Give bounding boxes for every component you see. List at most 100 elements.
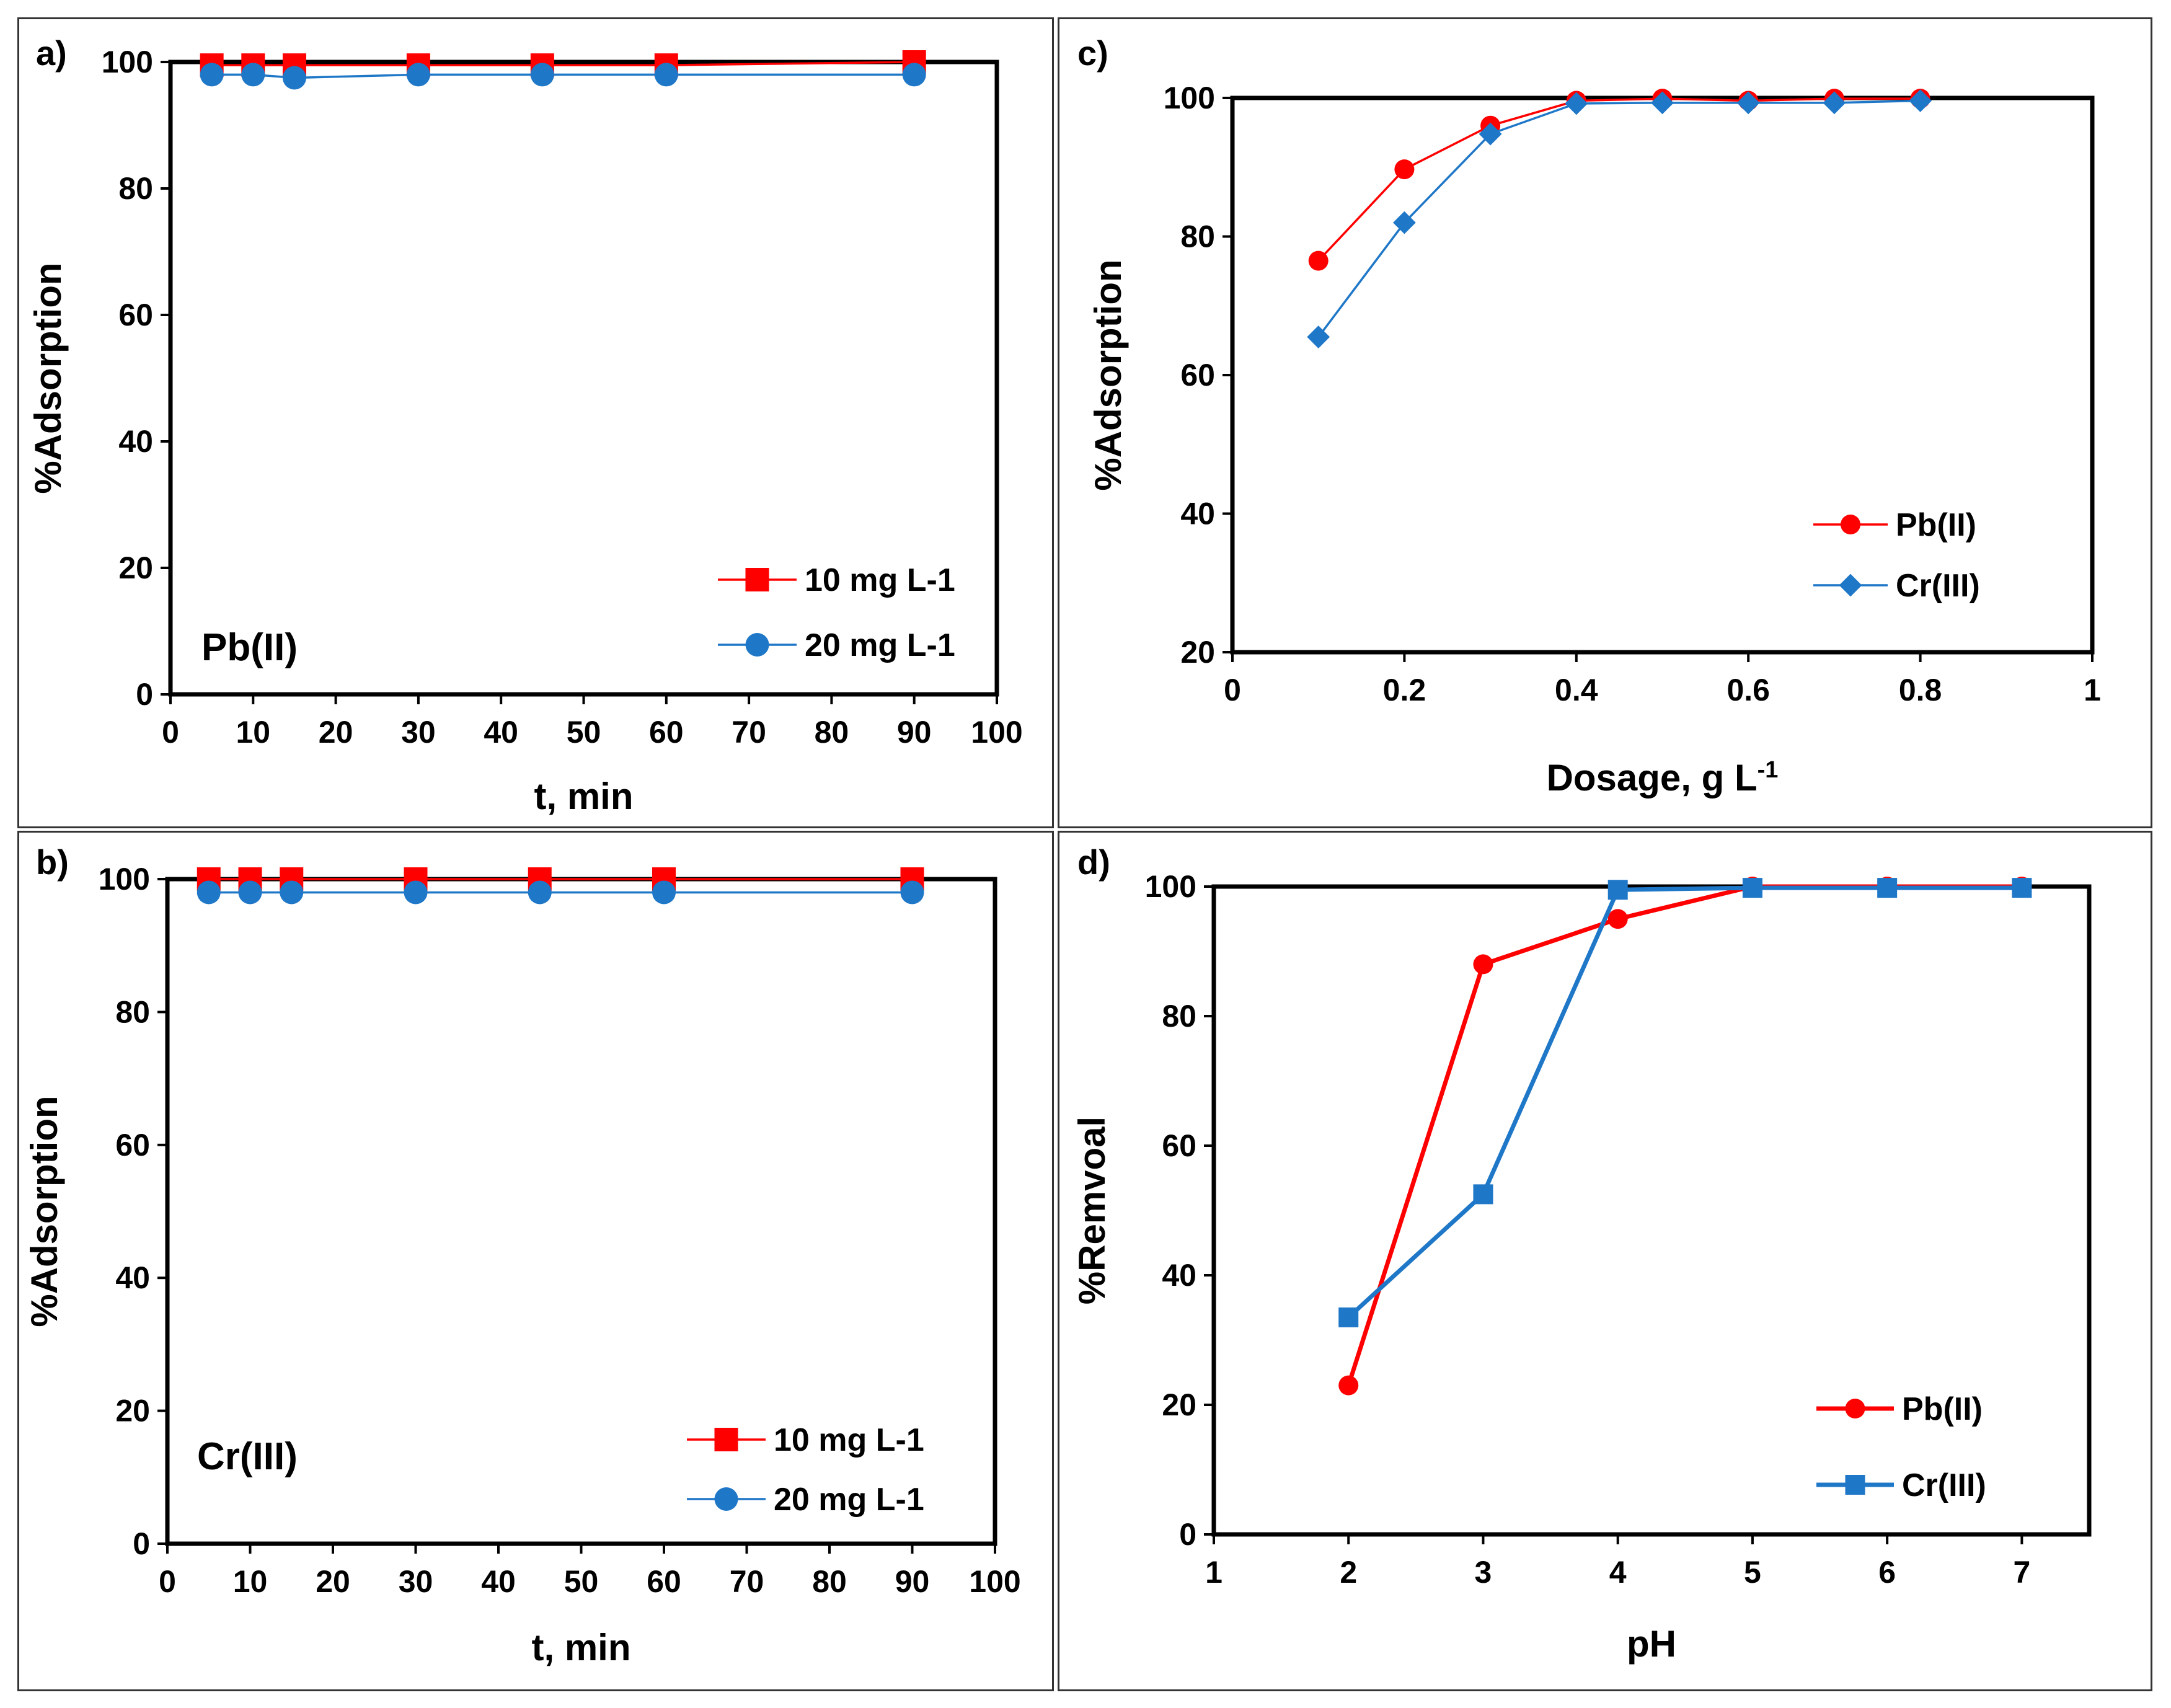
data-point	[1607, 880, 1628, 900]
data-point	[280, 880, 304, 905]
plot-area	[168, 60, 999, 697]
x-tick-label: 100	[969, 1564, 1020, 1599]
x-tick-label: 50	[567, 715, 601, 750]
x-tick-label: 90	[897, 715, 932, 750]
y-axis-label: %Adsorption	[27, 262, 69, 493]
series-line-2	[1346, 885, 2022, 1319]
data-point	[1877, 878, 1898, 898]
data-point	[2012, 878, 2032, 898]
legend-marker	[745, 633, 769, 657]
x-tick-label: 0.8	[1899, 673, 1942, 707]
data-point	[528, 880, 552, 905]
x-tick-label: 0	[1224, 673, 1241, 707]
x-tick-label: 70	[732, 715, 766, 750]
x-tick-label: 10	[236, 715, 270, 750]
y-tick-label: 100	[99, 862, 150, 896]
data-point	[1394, 159, 1415, 180]
panel-label: b)	[36, 843, 69, 882]
legend-marker	[714, 1487, 738, 1511]
x-tick-label: 6	[1878, 1555, 1896, 1590]
x-tick-label: 40	[484, 715, 518, 750]
y-tick-label: 20	[115, 1394, 150, 1428]
data-point	[1473, 1184, 1493, 1205]
legend-marker	[714, 1428, 738, 1451]
y-tick-label: 20	[1162, 1387, 1196, 1422]
data-point	[1736, 91, 1760, 115]
y-tick-label: 80	[1162, 999, 1196, 1033]
y-tick-label: 40	[1180, 497, 1215, 531]
data-point	[1823, 91, 1846, 115]
legend-entry: 20 mg L-1	[774, 1482, 924, 1518]
y-tick-label: 40	[1162, 1258, 1196, 1293]
legend-entry: Cr(III)	[1902, 1467, 1986, 1503]
y-tick-label: 20	[118, 551, 153, 585]
x-tick-label: 30	[401, 715, 436, 750]
legend-marker	[1845, 1475, 1865, 1495]
y-tick-label: 40	[115, 1260, 150, 1295]
legend-marker	[745, 568, 769, 591]
plot-annotation: Cr(III)	[197, 1435, 298, 1478]
x-tick-label: 60	[647, 1564, 681, 1599]
data-point	[530, 63, 554, 87]
y-tick-label: 60	[1162, 1128, 1196, 1163]
panel-c-frame	[1058, 17, 2152, 828]
x-tick-label: 40	[481, 1564, 516, 1599]
data-point	[1651, 91, 1674, 115]
x-tick-label: 0	[159, 1564, 176, 1599]
plot-annotation: Pb(II)	[201, 626, 298, 669]
panel-d-frame	[1058, 831, 2152, 1691]
data-point	[1607, 909, 1628, 929]
data-point	[406, 63, 430, 87]
y-tick-label: 80	[118, 171, 153, 206]
data-point	[902, 63, 926, 87]
x-tick-label: 10	[233, 1564, 268, 1599]
legend-entry: 10 mg L-1	[805, 562, 955, 598]
series-line-1	[1346, 884, 2022, 1386]
data-point	[900, 880, 924, 905]
x-axis-label: pH	[1627, 1623, 1676, 1665]
data-point	[1307, 325, 1330, 348]
legend-marker	[1845, 1399, 1865, 1418]
y-tick-label: 0	[1179, 1517, 1196, 1552]
x-tick-label: 20	[316, 1564, 350, 1599]
chart-c: 20 40 60 80 100 0 0.2 0.4 0.6 0.8 1 Pb(II) Cr(III) c)…	[1077, 33, 2101, 799]
y-tick-label: 100	[102, 45, 153, 79]
data-point	[282, 66, 306, 90]
x-axis-label: t, min	[534, 776, 634, 817]
panel-label: c)	[1077, 33, 1108, 73]
plot-area	[1211, 884, 2092, 1537]
data-point	[1473, 954, 1493, 975]
series-line-2	[1317, 99, 1921, 338]
x-tick-label: 1	[1205, 1555, 1223, 1590]
y-tick-label: 100	[1145, 869, 1196, 904]
data-point	[1565, 92, 1588, 115]
x-tick-label: 7	[2013, 1555, 2030, 1590]
y-tick-label: 0	[133, 1526, 150, 1561]
y-tick-label: 80	[115, 994, 150, 1029]
x-tick-label: 100	[971, 715, 1022, 750]
data-point	[238, 880, 262, 905]
y-tick-label: 0	[136, 677, 153, 712]
legend-entry: Cr(III)	[1896, 568, 1980, 604]
data-point	[1909, 89, 1932, 112]
panel-b-frame	[17, 831, 1054, 1691]
chart-a: 0 20 40 60 80 100 0 10 20 30 40 50 60 70 80 90 100 10 mg …	[27, 33, 1023, 817]
data-point	[200, 63, 224, 87]
legend-marker	[1839, 573, 1862, 597]
data-point	[1338, 1307, 1359, 1327]
chart-d: 0 20 40 60 80 100 1 2 3 4 5 6 7 Pb(II) Cr(III) d) %Remvo…	[1071, 843, 2092, 1665]
x-tick-label: 90	[895, 1564, 930, 1599]
data-point	[654, 63, 678, 87]
data-point	[241, 63, 265, 87]
x-tick-label: 0.6	[1727, 673, 1770, 707]
y-tick-label: 60	[1180, 358, 1215, 392]
x-tick-label: 50	[564, 1564, 599, 1599]
legend-entry: 20 mg L-1	[805, 627, 955, 663]
x-tick-label: 5	[1744, 1555, 1761, 1590]
data-point	[1742, 878, 1762, 898]
x-tick-label: 80	[815, 715, 849, 750]
x-tick-label: 3	[1475, 1555, 1492, 1590]
x-axis-label: Dosage, g L-1	[1547, 757, 1779, 799]
data-point	[1338, 1375, 1359, 1396]
